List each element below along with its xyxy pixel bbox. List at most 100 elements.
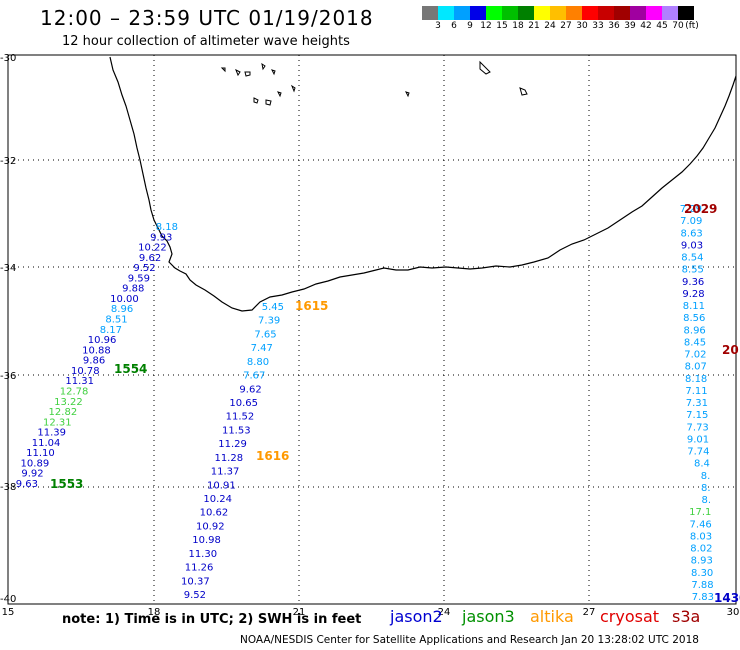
wave-height-value: 13.22 (54, 397, 83, 408)
lon-label: 30 (727, 607, 740, 618)
wave-height-value: 9.01 (687, 434, 709, 445)
satellite-label-altika: altika (530, 607, 574, 626)
wave-height-value: 7.73 (687, 422, 709, 433)
time-label-1554: 1554 (114, 362, 147, 376)
wave-height-value: 7.39 (258, 316, 280, 327)
island (479, 60, 491, 75)
wave-height-value: 8. (701, 471, 711, 482)
lat-label: -36 (0, 371, 16, 382)
lat-label: -30 (0, 53, 16, 64)
coastline (109, 56, 737, 312)
legend-label: 70 (672, 21, 684, 31)
wave-height-value: 8.17 (100, 325, 122, 336)
island (271, 69, 276, 76)
wave-height-value: 9.36 (682, 277, 704, 288)
wave-height-value: 9.59 (128, 273, 150, 284)
wave-height-value: 9.62 (239, 384, 261, 395)
island (265, 99, 272, 106)
legend-label: 12 (480, 21, 492, 31)
wave-height-value: 11.39 (37, 428, 66, 439)
legend-swatch (582, 6, 598, 20)
wave-height-value: 8.02 (690, 544, 712, 555)
legend-swatch (630, 6, 646, 20)
wave-height-value: 10.96 (88, 335, 117, 346)
legend-label: 24 (544, 21, 556, 31)
wave-height-value: 7.09 (680, 216, 702, 227)
wave-height-value: 9.93 (150, 232, 172, 243)
legend-swatch (438, 6, 454, 20)
wave-height-value: 7.74 (687, 447, 709, 458)
wave-height-value: 12.31 (43, 417, 72, 428)
longitude-labels: 15 18 21 24 27 30 (2, 607, 740, 618)
wave-height-value: 8.30 (691, 568, 713, 579)
wave-height-value: 11.53 (222, 425, 251, 436)
lon-label: 21 (293, 607, 306, 618)
legend-label: 33 (592, 21, 604, 31)
legend-label: 6 (451, 21, 457, 31)
wave-height-value: 8. (701, 495, 711, 506)
island (235, 68, 241, 77)
wave-height-value: 9.86 (83, 356, 105, 367)
wave-height-value: 8.80 (247, 357, 269, 368)
legend-swatch (646, 6, 662, 20)
legend-label: 27 (560, 21, 572, 31)
wave-height-value: 8.55 (682, 265, 704, 276)
wave-height-value: 11.30 (188, 549, 217, 560)
wave-height-value: 17.1 (689, 507, 711, 518)
island (405, 91, 410, 98)
page-title: 12:00 – 23:59 UTC 01/19/2018 (40, 6, 374, 30)
legend-swatch (470, 6, 486, 20)
island (220, 67, 226, 73)
wave-height-value: 9.52 (133, 263, 155, 274)
legend-swatch (566, 6, 582, 20)
lon-label: 15 (2, 607, 15, 618)
legend-label: 45 (656, 21, 668, 31)
footer-note: note: 1) Time is in UTC; 2) SWH is in fe… (62, 612, 362, 627)
wave-height-value: 8.56 (683, 313, 705, 324)
lon-label: 18 (148, 607, 161, 618)
wave-height-value: 7.83 (692, 592, 714, 603)
legend-label: 15 (496, 21, 508, 31)
wave-height-value: 10.37 (181, 576, 210, 587)
map-frame (7, 54, 737, 605)
wave-height-value: 8.93 (691, 556, 713, 567)
satellite-label-jason3: jason3 (462, 607, 515, 626)
legend-label: 36 (608, 21, 620, 31)
color-scale-legend (422, 6, 694, 20)
wave-height-value: 7.11 (685, 386, 707, 397)
wave-height-value: 10.62 (200, 508, 229, 519)
legend-label: 3 (435, 21, 441, 31)
wave-height-value: 8.54 (681, 253, 703, 264)
wave-height-value: 8.51 (105, 315, 127, 326)
island (290, 84, 296, 93)
wave-height-value: 11.29 (218, 439, 247, 450)
track-central-values: 5.45 7.39 7.65 7.47 8.80 7.67 9.62 10.65 11.52 11… (181, 302, 284, 601)
time-label-20: 20 (722, 343, 739, 357)
wave-height-value: 9.88 (122, 284, 144, 295)
wave-height-value: 11.52 (226, 412, 255, 423)
legend-label: 18 (512, 21, 524, 31)
wave-height-value: 8.11 (683, 301, 705, 312)
wave-height-value: 11.10 (26, 448, 55, 459)
latitude-labels: -30 -32 -34 -36 -38 -40 (0, 53, 16, 605)
lat-label: -32 (0, 156, 16, 167)
wave-height-value: 10.65 (229, 398, 258, 409)
islands (220, 60, 528, 106)
legend-label: 30 (576, 21, 588, 31)
wave-height-value: 10.00 (110, 294, 139, 305)
wave-height-value: 7.88 (691, 580, 713, 591)
wave-height-value: 11.04 (32, 438, 61, 449)
wave-height-value: 10.98 (192, 535, 221, 546)
wave-height-value: 8.96 (111, 304, 133, 315)
time-label-1430: 1430 (714, 591, 740, 605)
island (253, 97, 259, 104)
wave-height-value: 8.96 (684, 325, 706, 336)
legend-label: 9 (467, 21, 473, 31)
wave-height-value: 7.65 (254, 329, 276, 340)
wave-height-value: 8.18 (156, 222, 178, 233)
wave-height-value: 7.29 (680, 204, 702, 215)
wave-height-value: 10.92 (196, 521, 225, 532)
legend-label: (ft) (685, 21, 699, 31)
legend-label: 42 (640, 21, 652, 31)
